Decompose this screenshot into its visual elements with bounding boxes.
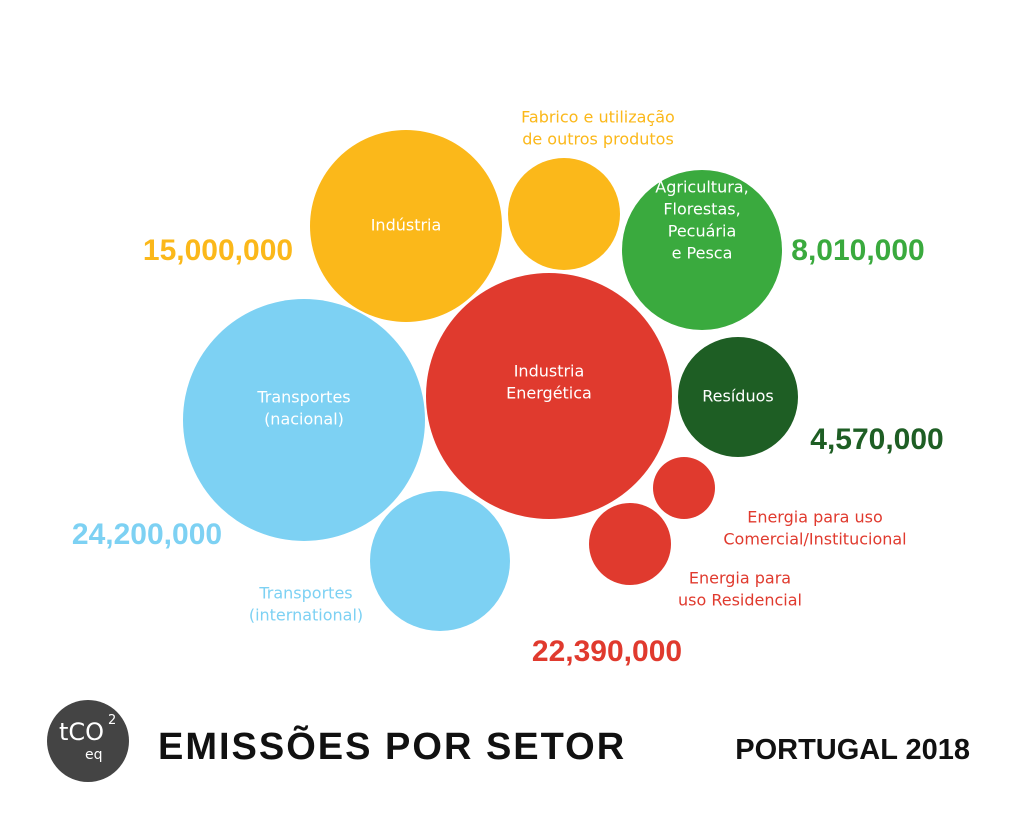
bubble-residuos [678,337,798,457]
bubble-agricultura [622,170,782,330]
bubble-label-line: Florestas, [663,200,740,219]
chart-title: EMISSÕES POR SETOR [158,726,627,768]
bubble-energia-residencial [589,503,671,585]
bubble-label-line: Energia para uso [747,508,883,527]
bubble-label-agricultura: Agricultura, Florestas, Pecuária e Pesca [655,178,748,263]
bubble-label-line: Transportes [256,388,350,407]
group-total-agricultura-group: 8,010,000 [791,234,924,267]
bubble-label-line: Energética [506,384,592,403]
bubble-label-line: Agricultura, [655,178,748,197]
chart-subtitle: PORTUGAL 2018 [735,734,970,766]
bubble-label-line: (nacional) [264,410,344,429]
bubble-label-fabrico: Fabrico e utilização de outros produtos [521,108,675,149]
bubble-industria [310,130,502,322]
bubble-label-residuos: Resíduos [702,387,773,406]
group-total-industria-group: 15,000,000 [143,234,293,267]
bubble-transportes-internacional [370,491,510,631]
unit-main-label: tCO [59,718,105,746]
bubble-energia-comercial [653,457,715,519]
bubble-transportes-nacional [183,299,425,541]
bubble-label-line: Pecuária [668,222,737,241]
bubble-label-line: e Pesca [672,244,733,263]
bubble-label-line: uso Residencial [678,591,802,610]
bubble-label-line: Comercial/Institucional [723,530,906,549]
unit-subscript: eq [85,747,103,763]
unit-superscript: 2 [108,713,117,728]
bubble-label-industria-energetica: Industria Energética [506,362,592,403]
bubble-label-line: Industria [514,362,585,381]
bubble-label-line: Fabrico e utilização [521,108,675,127]
bubble-label-line: (international) [249,606,363,625]
group-total-transportes-group: 24,200,000 [72,518,222,551]
bubble-fabrico [508,158,620,270]
group-total-residuos-group: 4,570,000 [810,423,943,456]
bubble-label-line: de outros produtos [522,130,674,149]
group-total-energia-group: 22,390,000 [532,635,682,668]
bubble-label-transportes-internacional: Transportes (international) [249,584,363,625]
unit-badge: tCO 2 eq [47,700,129,782]
bubble-label-line: Indústria [371,216,442,235]
bubble-label-energia-residencial: Energia para uso Residencial [678,569,802,610]
bubble-label-line: Energia para [689,569,791,588]
bubble-label-transportes-nacional: Transportes (nacional) [256,388,350,429]
bubble-label-line: Resíduos [702,387,773,406]
bubble-label-industria: Indústria [371,216,442,235]
bubble-label-energia-comercial: Energia para uso Comercial/Institucional [723,508,906,549]
bubble-industria-energetica [426,273,672,519]
bubble-label-line: Transportes [258,584,352,603]
